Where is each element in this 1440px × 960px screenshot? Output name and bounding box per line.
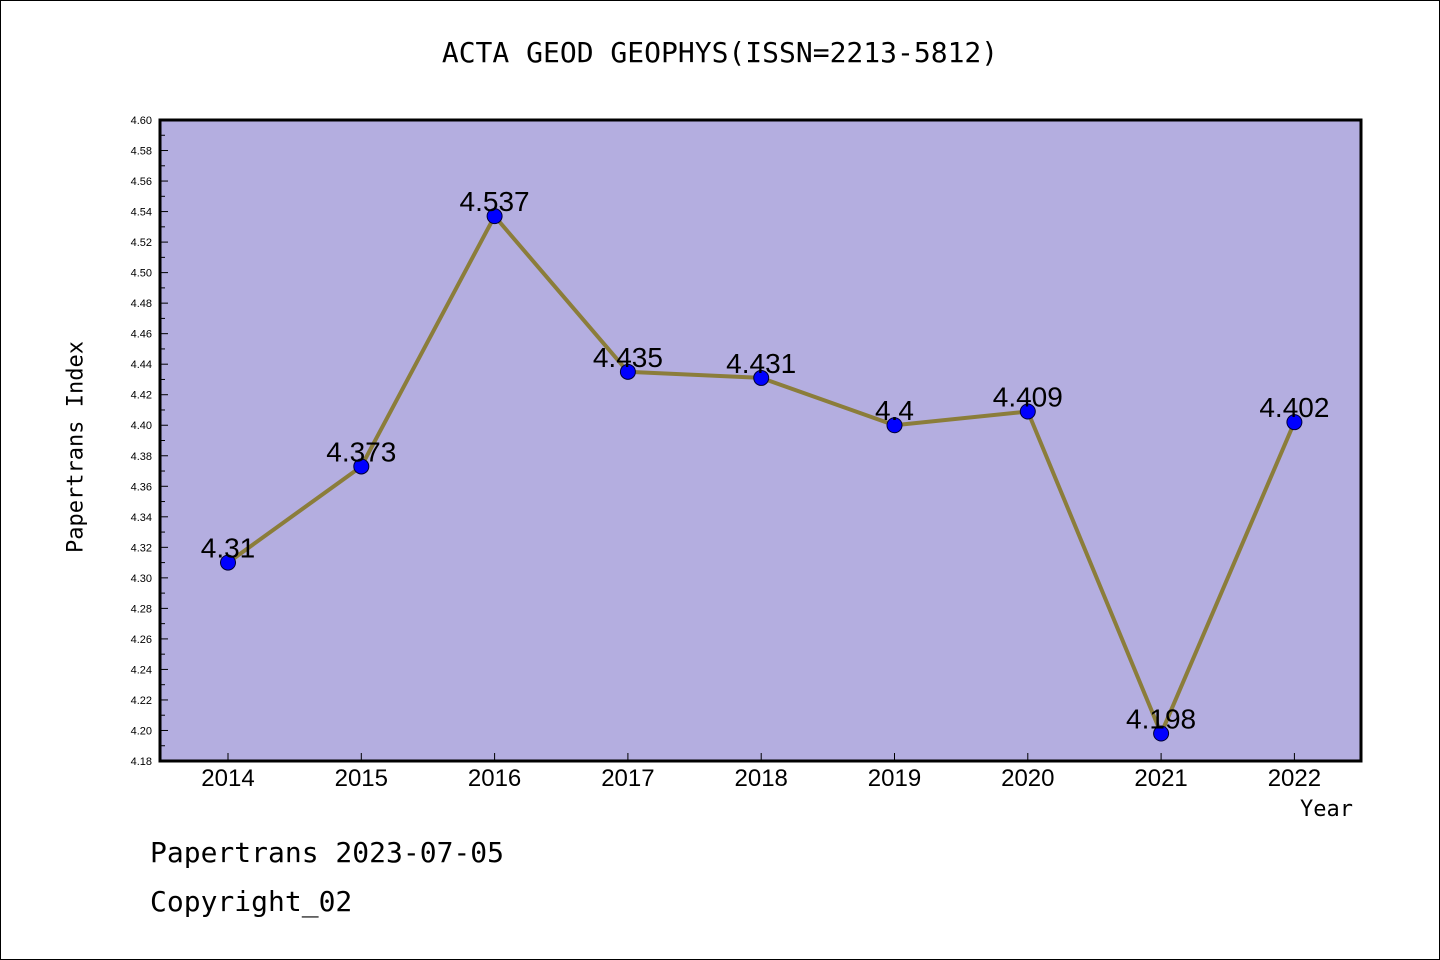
x-tick-label: 2019 [868,765,921,792]
x-tick-label: 2017 [601,765,654,792]
data-point [353,458,370,475]
y-tick-label: 4.28 [131,603,152,615]
data-point [486,208,503,225]
y-tick-label: 4.26 [131,634,152,646]
x-tick-label: 2016 [468,765,521,792]
y-tick-label: 4.40 [131,420,152,432]
x-tick-label: 2020 [1001,765,1054,792]
x-tick-label: 2018 [735,765,788,792]
y-tick-label: 4.58 [131,146,152,158]
y-tick-label: 4.50 [131,268,152,280]
y-tick-label: 4.20 [131,725,152,737]
x-axis-label: Year [1300,797,1353,822]
y-tick-label: 4.48 [131,298,152,310]
plot-border [158,118,1363,763]
y-tick-label: 4.52 [131,237,152,249]
y-tick-label: 4.54 [131,207,152,219]
footer-copyright: Copyright_02 [150,885,353,918]
data-label: 4.402 [1259,392,1329,423]
data-point [1019,403,1036,420]
plot-area [160,120,1361,761]
y-tick-label: 4.18 [131,756,152,768]
data-label: 4.409 [993,382,1063,413]
x-tick-label: 2015 [335,765,388,792]
data-label: 4.431 [726,348,796,379]
data-label: 4.4 [875,395,914,426]
data-label: 4.31 [201,533,256,564]
x-tick-label: 2022 [1268,765,1321,792]
y-tick-label: 4.46 [131,329,152,341]
data-label: 4.435 [593,342,663,373]
y-tick-label: 4.24 [131,664,152,676]
y-tick-label: 4.38 [131,451,152,463]
y-tick-label: 4.32 [131,542,152,554]
data-point [1153,725,1170,742]
y-tick-label: 4.42 [131,390,152,402]
x-tick-label: 2014 [201,765,254,792]
data-label: 4.373 [326,436,396,467]
footer-date: Papertrans 2023-07-05 [150,836,505,869]
y-tick-label: 4.60 [131,115,152,127]
y-tick-label: 4.30 [131,573,152,585]
chart-title: ACTA GEOD GEOPHYS(ISSN=2213-5812) [441,36,999,69]
data-point [1286,414,1303,431]
data-point [220,554,236,571]
data-label: 4.198 [1126,704,1196,735]
data-label: 4.537 [460,186,530,217]
y-tick-label: 4.44 [131,359,152,371]
data-point [753,369,770,386]
y-tick-label: 4.36 [131,481,152,493]
y-tick-label: 4.34 [131,512,152,524]
data-point [886,417,903,434]
x-tick-label: 2021 [1134,765,1187,792]
y-tick-label: 4.22 [131,695,152,707]
data-point [619,363,636,380]
y-tick-label: 4.56 [131,176,152,188]
